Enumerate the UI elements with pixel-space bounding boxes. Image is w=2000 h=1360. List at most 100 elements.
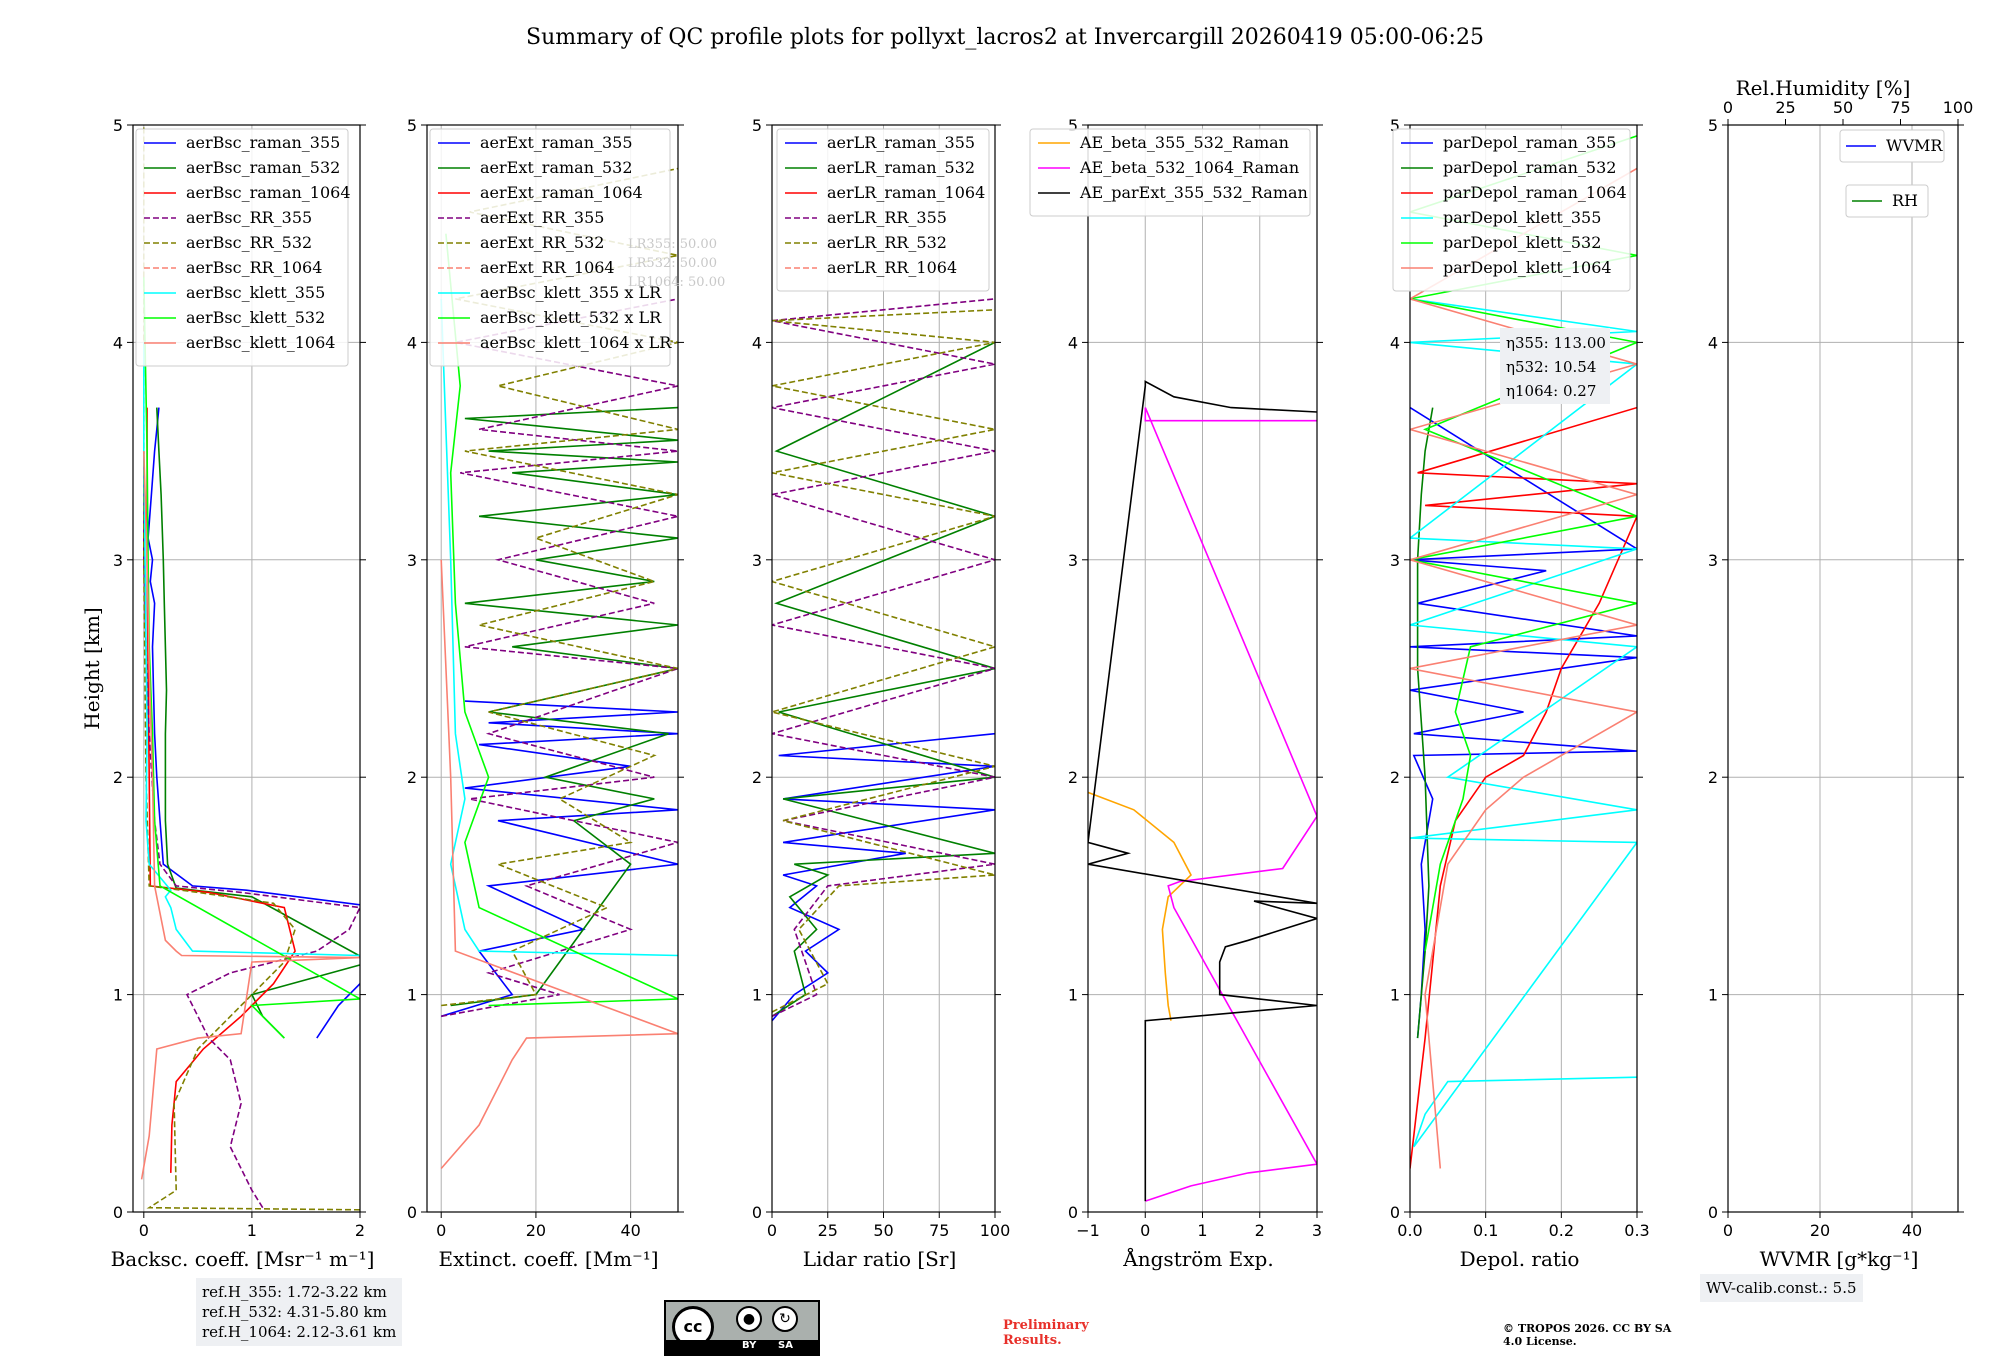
series-aerBsc_klett_1064 x LR (440, 559, 678, 1170)
y-tick-label: 1 (752, 986, 762, 1005)
x-tick-label: 0 (767, 1221, 777, 1240)
legend-label-AE_parExt_355_532_Raman: AE_parExt_355_532_Raman (1079, 183, 1308, 202)
x-axis-label: Lidar ratio [Sr] (803, 1247, 957, 1271)
top-tick-label: 75 (1890, 98, 1910, 117)
y-tick-label: 5 (1068, 116, 1078, 135)
x-tick-label: 0 (1140, 1221, 1150, 1240)
x-tick-label: 25 (818, 1221, 838, 1240)
series-group (140, 125, 360, 1211)
y-tick-label: 2 (1068, 768, 1078, 787)
legend-label-aerLR_RR_355: aerLR_RR_355 (827, 208, 947, 227)
series-group (1088, 380, 1317, 1202)
panel-lr: 0 25 50 75 100 0 1 2 3 4 5 Lidar ratio [Sr] aerLR_ra… (752, 116, 1010, 1271)
y-tick-label: 3 (1708, 551, 1718, 570)
x-tick-label: 2 (355, 1221, 365, 1240)
legend-label-aerExt_RR_532: aerExt_RR_532 (480, 233, 604, 252)
axes-frame (426, 124, 679, 1213)
legend-label-aerBsc_RR_355: aerBsc_RR_355 (186, 208, 312, 227)
x-tick-label: 0 (139, 1221, 149, 1240)
figure-title: Summary of QC profile plots for pollyxt_… (526, 25, 1484, 50)
y-tick-label: 0 (113, 1203, 123, 1222)
legend-label-aerLR_RR_1064: aerLR_RR_1064 (827, 258, 957, 277)
lr-assumed-label: LR1064: 50.00 (628, 275, 725, 290)
y-tick-label: 1 (1068, 986, 1078, 1005)
x-tick-label: 0.2 (1549, 1221, 1574, 1240)
series-parDepol_raman_355 (1410, 406, 1637, 1039)
legend-label-RH: RH (1892, 191, 1918, 210)
y-tick-label: 2 (1390, 768, 1400, 787)
top-axis-label: Rel.Humidity [%] (1736, 76, 1911, 100)
y-tick-label: 2 (407, 768, 417, 787)
series-aerBsc_klett_1064 (140, 451, 360, 1180)
series-aerBsc_RR_355 (143, 451, 360, 1209)
legend-label-parDepol_klett_532: parDepol_klett_532 (1443, 233, 1601, 252)
y-tick-label: 4 (1390, 333, 1400, 352)
legend-label-aerLR_raman_355: aerLR_raman_355 (827, 133, 975, 152)
share-alike-icon: ↻ (772, 1306, 798, 1332)
top-tick-label: 25 (1775, 98, 1795, 117)
x-tick-label: 50 (873, 1221, 893, 1240)
legend-label-AE_beta_355_532_Raman: AE_beta_355_532_Raman (1079, 133, 1289, 152)
axes-frame (132, 124, 361, 1213)
y-tick-label: 1 (1708, 986, 1718, 1005)
series-AE_beta_355_532_Raman (1088, 791, 1192, 1021)
legend-label-WVMR: WVMR (1886, 136, 1943, 155)
series-group (772, 298, 995, 1022)
series-AE_parExt_355_532_Raman (1088, 380, 1317, 1202)
preliminary-notice: Preliminary Results. (1003, 1318, 1089, 1348)
series-aerLR_RR_532 (772, 309, 995, 1013)
legend-label-AE_beta_532_1064_Raman: AE_beta_532_1064_Raman (1079, 158, 1299, 177)
eta-label: η1064: 0.27 (1506, 382, 1596, 400)
legend: aerExt_raman_355 aerExt_raman_532 aerExt_r… (429, 128, 672, 367)
top-tick-label: 100 (1943, 98, 1974, 117)
legend-label-parDepol_klett_355: parDepol_klett_355 (1443, 208, 1601, 227)
panel-depol: 0.0 0.1 0.2 0.3 0 1 2 3 4 5 Depol. ratio parDepol_r… (1390, 116, 1650, 1271)
y-tick-label: 4 (1708, 333, 1718, 352)
legend: WVMR RH (1839, 129, 1945, 218)
y-tick-label: 2 (752, 768, 762, 787)
series-AE_beta_532_1064_Raman (1144, 407, 1317, 1202)
series-aerBsc_RR_532 (143, 125, 360, 1211)
legend-label-aerBsc_raman_532: aerBsc_raman_532 (186, 158, 340, 177)
legend-label-aerLR_RR_532: aerLR_RR_532 (827, 233, 947, 252)
y-tick-label: 4 (407, 333, 417, 352)
axes-frame (1409, 124, 1638, 1213)
series-parDepol_raman_532 (1416, 407, 1434, 1039)
x-tick-label: 2 (1255, 1221, 1265, 1240)
series-parDepol_raman_1064 (1410, 406, 1637, 1169)
y-tick-label: 0 (1068, 1203, 1078, 1222)
y-tick-label: 5 (752, 116, 762, 135)
legend-label-aerBsc_klett_355 x LR: aerBsc_klett_355 x LR (480, 283, 662, 302)
lr-assumed-label: LR532: 50.00 (628, 256, 717, 271)
legend-box (1392, 128, 1631, 292)
ref-height-532: ref.H_532: 4.31-5.80 km (202, 1303, 387, 1321)
series-aerBsc_raman_355 (147, 407, 360, 1039)
legend-label-aerBsc_klett_355: aerBsc_klett_355 (186, 283, 325, 302)
y-tick-label: 0 (1708, 1203, 1718, 1222)
lr-assumed-label: LR355: 50.00 (628, 237, 717, 252)
eta-label: η532: 10.54 (1506, 358, 1596, 376)
x-tick-label: 0.1 (1473, 1221, 1498, 1240)
legend-box (135, 128, 349, 367)
legend-box (1839, 129, 1945, 163)
x-tick-label: 1 (247, 1221, 257, 1240)
y-tick-label: 5 (1390, 116, 1400, 135)
series-aerBsc_klett_532 (143, 277, 360, 1039)
series-aerExt_RR_355 (441, 298, 678, 1018)
y-tick-label: 3 (1390, 551, 1400, 570)
cc-by-label: BY (742, 1340, 757, 1351)
x-tick-label: 1 (1197, 1221, 1207, 1240)
legend-label-aerBsc_RR_1064: aerBsc_RR_1064 (186, 258, 322, 277)
ref-height-355: ref.H_355: 1.72-3.22 km (202, 1283, 387, 1301)
x-axis-label: Extinct. coeff. [Mm⁻¹] (438, 1247, 658, 1271)
x-tick-label: −1 (1076, 1221, 1100, 1240)
legend: aerLR_raman_355 aerLR_raman_532 aerLR_rama… (776, 128, 990, 292)
y-tick-label: 4 (1068, 333, 1078, 352)
legend-label-aerBsc_klett_532 x LR: aerBsc_klett_532 x LR (480, 308, 662, 327)
legend-label-aerExt_RR_355: aerExt_RR_355 (480, 208, 604, 227)
ref-height-1064: ref.H_1064: 2.12-3.61 km (202, 1323, 397, 1341)
x-tick-label: 3 (1312, 1221, 1322, 1240)
legend-label-aerBsc_RR_532: aerBsc_RR_532 (186, 233, 312, 252)
